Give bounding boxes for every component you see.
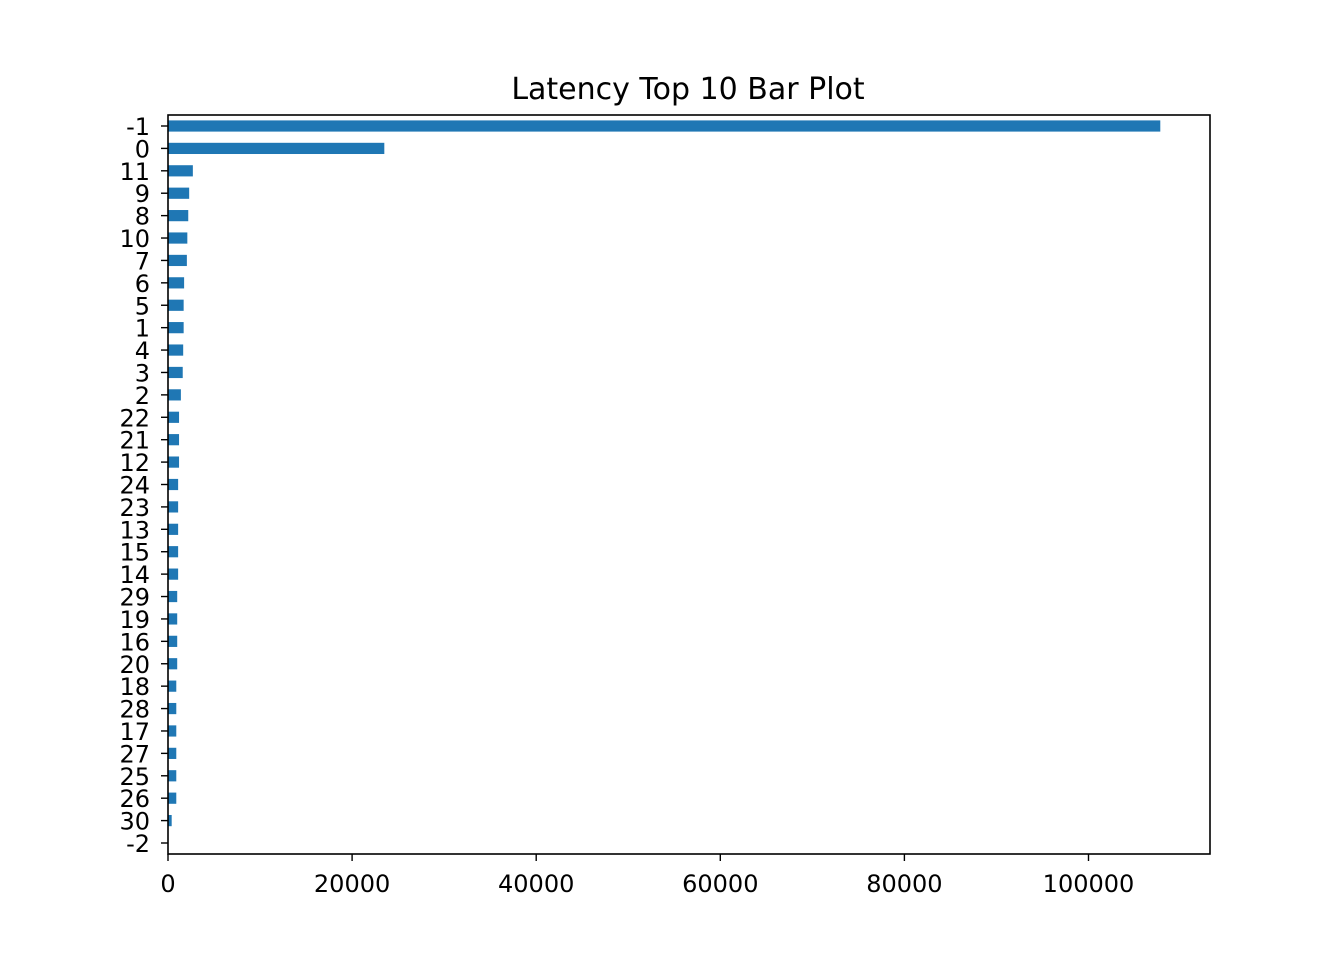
bar-1 <box>168 322 184 334</box>
bar-2 <box>168 389 181 401</box>
y-tick-label: -2 <box>126 830 150 858</box>
y-tick-label: 10 <box>119 225 150 253</box>
x-axis-ticks: 0 20000 40000 60000 80000 100000 <box>160 854 1134 898</box>
bar-20 <box>168 658 178 670</box>
bar-3 <box>168 366 183 379</box>
bar-29 <box>168 590 178 603</box>
bar-23 <box>168 501 179 513</box>
bar-18 <box>168 680 177 692</box>
bar-16 <box>168 635 178 647</box>
bar-7 <box>168 254 187 267</box>
y-tick-label: 3 <box>135 359 150 387</box>
bar-28 <box>168 702 177 715</box>
y-tick-label: 26 <box>119 785 150 813</box>
y-tick-label: 18 <box>119 673 150 701</box>
y-tick-label: 1 <box>135 315 150 343</box>
bar-27 <box>168 747 177 759</box>
bar-25 <box>168 770 177 782</box>
y-tick-label: 7 <box>135 247 150 275</box>
bar-15 <box>168 546 179 558</box>
y-tick-label: 27 <box>119 740 150 768</box>
y-tick-label: 21 <box>119 427 150 455</box>
bar-9 <box>168 187 190 199</box>
y-tick-label: 11 <box>119 158 150 186</box>
bar-6 <box>168 277 185 289</box>
bar-24 <box>168 478 179 491</box>
bar-10 <box>168 232 188 244</box>
y-tick-label: 8 <box>135 203 150 231</box>
y-tick-label: 6 <box>135 270 150 298</box>
y-tick-label: 24 <box>119 472 150 500</box>
y-tick-label: 0 <box>135 135 150 163</box>
y-tick-label: 2 <box>135 382 150 410</box>
y-tick-label: 28 <box>119 696 150 724</box>
y-tick-label: 29 <box>119 584 150 612</box>
x-tick-label: 60000 <box>682 870 758 898</box>
y-tick-label: 5 <box>135 292 150 320</box>
y-tick-label: 9 <box>135 180 150 208</box>
x-tick-label: 100000 <box>1043 870 1135 898</box>
y-tick-label: 15 <box>119 539 150 567</box>
x-tick-label: 80000 <box>866 870 942 898</box>
x-tick-label: 20000 <box>314 870 390 898</box>
bar-14 <box>168 568 179 580</box>
bar-12 <box>168 456 180 468</box>
bar-17 <box>168 725 177 737</box>
bar-0 <box>168 142 385 155</box>
x-tick-label: 0 <box>160 870 175 898</box>
y-tick-label: 22 <box>119 404 150 432</box>
y-tick-label: 17 <box>119 718 150 746</box>
y-axis-ticks: -101198107651432222112242313151429191620… <box>119 113 168 858</box>
y-tick-label: 20 <box>119 651 150 679</box>
bar-13 <box>168 523 179 535</box>
bar-19 <box>168 613 178 625</box>
y-tick-label: 12 <box>119 449 150 477</box>
bar-11 <box>168 165 193 177</box>
bar-8 <box>168 210 189 222</box>
y-tick-label: 19 <box>119 606 150 634</box>
y-tick-label: 14 <box>119 561 150 589</box>
y-tick-label: 4 <box>135 337 150 365</box>
y-tick-label: 13 <box>119 516 150 544</box>
y-tick-label: 23 <box>119 494 150 522</box>
bar-4 <box>168 344 184 356</box>
bar-5 <box>168 299 184 311</box>
bar-21 <box>168 434 180 446</box>
bars-layer <box>168 120 1161 827</box>
chart-title: Latency Top 10 Bar Plot <box>511 72 865 107</box>
bar--1 <box>168 120 1161 132</box>
y-tick-label: 25 <box>119 763 150 791</box>
bar-30 <box>168 814 172 827</box>
plot-frame <box>167 114 1211 855</box>
y-tick-label: -1 <box>126 113 150 141</box>
y-tick-label: 16 <box>119 628 150 656</box>
x-tick-label: 40000 <box>498 870 574 898</box>
y-tick-label: 30 <box>119 808 150 836</box>
bar-22 <box>168 411 180 423</box>
bar-26 <box>168 792 177 804</box>
